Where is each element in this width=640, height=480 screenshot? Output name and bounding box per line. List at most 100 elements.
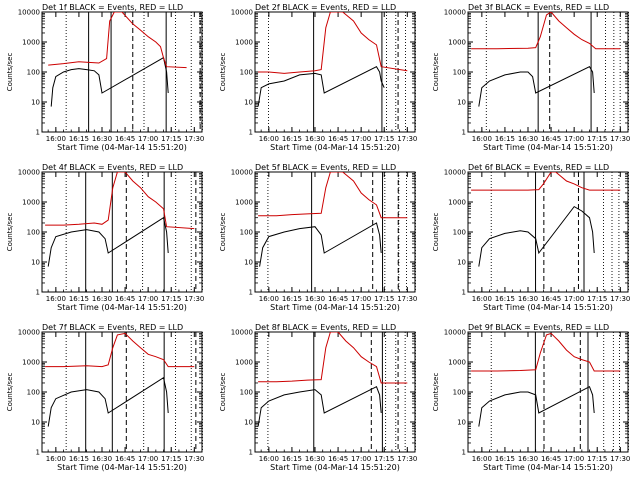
x-axis-label: Start Time (04-Mar-14 15:51:20) bbox=[483, 303, 613, 312]
x-tick-label: 16:30 bbox=[305, 455, 325, 463]
x-tick-label: 16:30 bbox=[305, 135, 325, 143]
y-tick-label: 10 bbox=[457, 259, 466, 267]
x-tick-label: 17:30 bbox=[610, 455, 630, 463]
lld-series-line bbox=[471, 12, 621, 50]
x-tick-label: 16:30 bbox=[305, 295, 325, 303]
y-tick-label: 10000 bbox=[231, 329, 253, 337]
detector-panel: Det 6f BLACK = Events, RED = LLD 1 10 100 10… bbox=[432, 163, 630, 312]
y-tick-label: 1 bbox=[249, 129, 253, 137]
y-tick-label: 10000 bbox=[444, 9, 466, 17]
lld-series-line bbox=[45, 332, 195, 368]
y-tick-label: 100 bbox=[240, 389, 253, 397]
lld-series-line bbox=[258, 12, 408, 74]
x-tick-label: 17:00 bbox=[138, 295, 158, 303]
y-tick-label: 10 bbox=[244, 99, 253, 107]
y-axis-label: Counts/sec bbox=[432, 373, 440, 412]
x-tick-label: 16:15 bbox=[495, 135, 515, 143]
y-axis-label: Counts/sec bbox=[6, 53, 14, 92]
y-axis-label: Counts/sec bbox=[432, 53, 440, 92]
y-tick-label: 10000 bbox=[18, 329, 40, 337]
x-tick-label: 17:30 bbox=[184, 455, 204, 463]
x-tick-label: 16:15 bbox=[282, 135, 302, 143]
x-tick-label: 16:00 bbox=[259, 455, 279, 463]
x-tick-label: 17:15 bbox=[161, 455, 181, 463]
events-series-line bbox=[50, 56, 169, 107]
y-tick-label: 1 bbox=[462, 129, 466, 137]
x-tick-label: 16:00 bbox=[46, 455, 66, 463]
x-tick-label: 16:15 bbox=[495, 295, 515, 303]
x-tick-label: 17:00 bbox=[564, 295, 584, 303]
y-tick-label: 1000 bbox=[22, 39, 40, 47]
y-axis-label: Counts/sec bbox=[219, 53, 227, 92]
x-tick-label: 17:15 bbox=[374, 135, 394, 143]
y-tick-label: 10 bbox=[31, 99, 40, 107]
x-axis-label: Start Time (04-Mar-14 15:51:20) bbox=[57, 143, 187, 152]
y-tick-label: 10000 bbox=[231, 169, 253, 177]
x-axis-label: Start Time (04-Mar-14 15:51:20) bbox=[57, 463, 187, 472]
y-axis-label: Counts/sec bbox=[219, 373, 227, 412]
x-tick-label: 17:15 bbox=[374, 455, 394, 463]
events-series-line bbox=[47, 216, 169, 267]
x-tick-label: 16:00 bbox=[46, 135, 66, 143]
x-tick-label: 17:30 bbox=[184, 135, 204, 143]
y-tick-label: 1000 bbox=[448, 359, 466, 367]
events-series-line bbox=[478, 205, 595, 267]
x-tick-label: 17:30 bbox=[397, 135, 417, 143]
y-axis-label: Counts/sec bbox=[219, 213, 227, 252]
events-series-line bbox=[478, 385, 595, 427]
x-tick-label: 17:15 bbox=[374, 295, 394, 303]
y-tick-label: 10000 bbox=[18, 9, 40, 17]
y-tick-label: 10 bbox=[457, 99, 466, 107]
x-tick-label: 17:00 bbox=[138, 455, 158, 463]
lld-series-line bbox=[258, 332, 408, 384]
events-series-line bbox=[257, 66, 385, 107]
y-tick-label: 100 bbox=[27, 229, 40, 237]
panel-title: Det 1f BLACK = Events, RED = LLD bbox=[42, 3, 183, 12]
y-tick-label: 10000 bbox=[444, 169, 466, 177]
y-tick-label: 1 bbox=[249, 289, 253, 297]
panel-title: Det 3f BLACK = Events, RED = LLD bbox=[468, 3, 609, 12]
x-tick-label: 16:15 bbox=[69, 295, 89, 303]
x-tick-label: 17:30 bbox=[397, 455, 417, 463]
y-tick-label: 100 bbox=[453, 389, 466, 397]
y-tick-label: 1000 bbox=[235, 199, 253, 207]
y-tick-label: 100 bbox=[453, 229, 466, 237]
y-tick-label: 1000 bbox=[448, 199, 466, 207]
x-tick-label: 16:15 bbox=[69, 455, 89, 463]
x-axis-label: Start Time (04-Mar-14 15:51:20) bbox=[483, 143, 613, 152]
y-tick-label: 1 bbox=[36, 129, 40, 137]
y-tick-label: 1000 bbox=[22, 359, 40, 367]
panel-title: Det 6f BLACK = Events, RED = LLD bbox=[468, 163, 609, 172]
y-axis-label: Counts/sec bbox=[6, 213, 14, 252]
x-tick-label: 17:30 bbox=[610, 135, 630, 143]
panel-title: Det 4f BLACK = Events, RED = LLD bbox=[42, 163, 183, 172]
x-tick-label: 17:15 bbox=[161, 135, 181, 143]
detector-panel: Det 4f BLACK = Events, RED = LLD 1 10 100 10… bbox=[6, 163, 204, 312]
x-tick-label: 16:45 bbox=[541, 295, 561, 303]
x-tick-label: 17:00 bbox=[138, 135, 158, 143]
x-axis-label: Start Time (04-Mar-14 15:51:20) bbox=[57, 303, 187, 312]
x-tick-label: 17:15 bbox=[161, 295, 181, 303]
detector-panel: Det 7f BLACK = Events, RED = LLD 1 10 100 10… bbox=[6, 323, 204, 472]
x-tick-label: 16:30 bbox=[92, 455, 112, 463]
y-tick-label: 100 bbox=[240, 229, 253, 237]
events-series-line bbox=[259, 222, 382, 267]
x-tick-label: 17:15 bbox=[587, 135, 607, 143]
lld-series-line bbox=[45, 172, 195, 230]
x-tick-label: 16:30 bbox=[518, 295, 538, 303]
y-tick-label: 100 bbox=[27, 389, 40, 397]
y-tick-label: 1 bbox=[462, 449, 466, 457]
x-axis-label: Start Time (04-Mar-14 15:51:20) bbox=[483, 463, 613, 472]
x-tick-label: 17:00 bbox=[351, 135, 371, 143]
x-tick-label: 16:00 bbox=[472, 135, 492, 143]
detector-panel: Det 2f BLACK = Events, RED = LLD 1 10 100 10… bbox=[219, 3, 417, 152]
x-tick-label: 16:45 bbox=[115, 455, 135, 463]
y-tick-label: 10000 bbox=[18, 169, 40, 177]
events-series-line bbox=[47, 376, 169, 427]
x-tick-label: 16:00 bbox=[259, 295, 279, 303]
detector-panel: Det 1f BLACK = Events, RED = LLD 1 10 100 10… bbox=[6, 3, 204, 152]
lld-series-line bbox=[48, 12, 187, 69]
y-tick-label: 1000 bbox=[235, 39, 253, 47]
panel-title: Det 5f BLACK = Events, RED = LLD bbox=[255, 163, 396, 172]
y-axis-label: Counts/sec bbox=[432, 213, 440, 252]
